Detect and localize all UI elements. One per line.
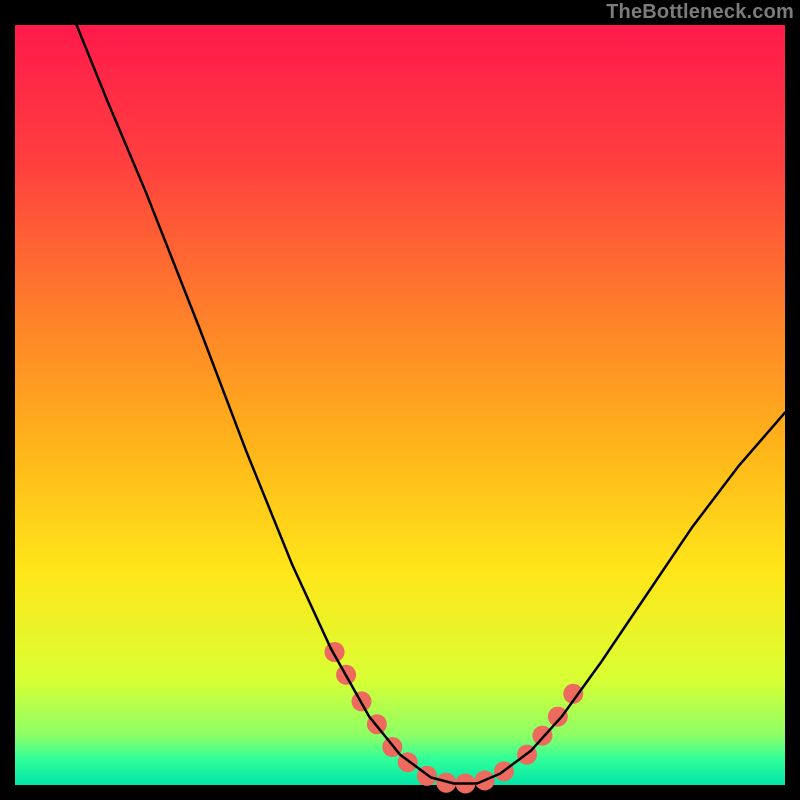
- plot-background: [15, 25, 785, 785]
- chart-container: TheBottleneck.com: [0, 0, 800, 800]
- bottleneck-curve-chart: [0, 0, 800, 800]
- curve-marker: [325, 642, 345, 662]
- watermark-label: TheBottleneck.com: [606, 1, 794, 24]
- curve-marker: [548, 707, 568, 727]
